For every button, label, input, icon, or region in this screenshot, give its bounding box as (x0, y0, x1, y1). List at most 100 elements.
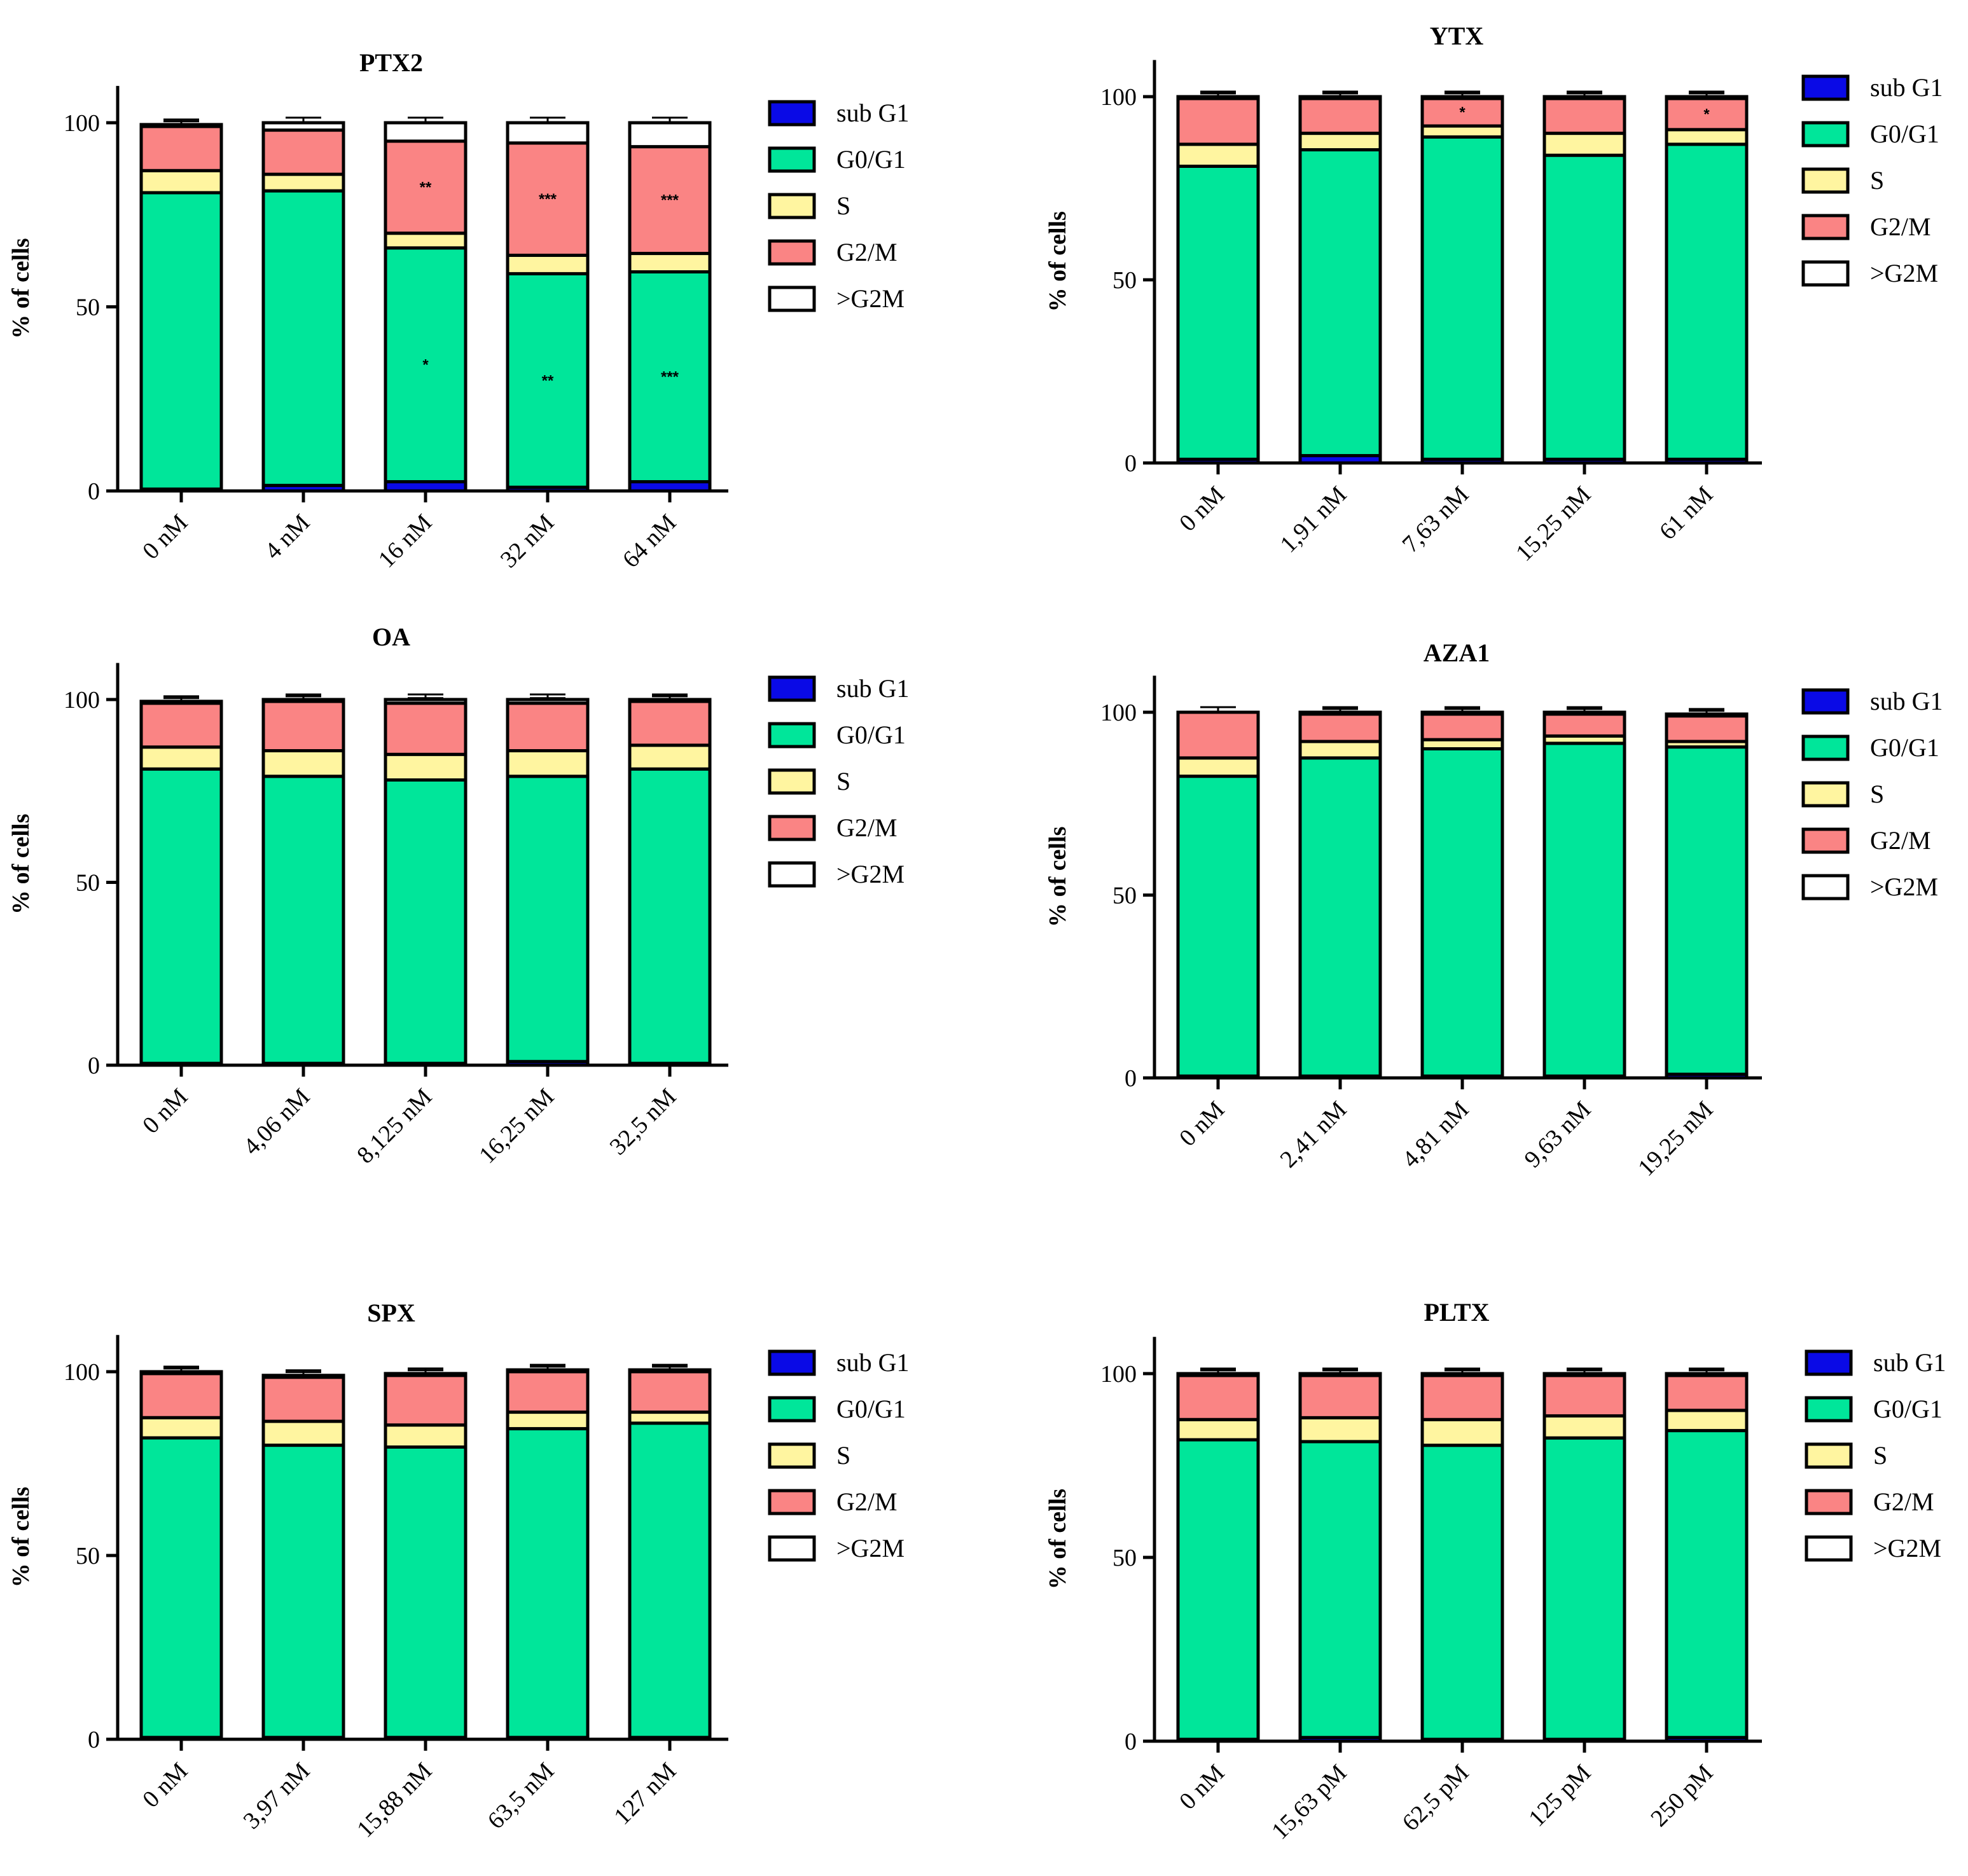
legend-swatch-s (768, 1442, 816, 1469)
error-bar (1322, 706, 1358, 712)
legend-label: G0/G1 (836, 721, 906, 749)
bar-segment-g2-m (1665, 714, 1749, 743)
bar-segment-g0-g1 (384, 778, 468, 1065)
legend: sub G1 G0/G1 S G2/M >G2M (768, 1348, 909, 1562)
bar-segment-g2m (1420, 95, 1504, 100)
legend-label: G0/G1 (836, 1395, 906, 1423)
legend-label: >G2M (836, 860, 904, 888)
significance-mark: * (422, 357, 429, 374)
bar-segment-g2-m (384, 139, 468, 235)
error-bar (530, 116, 565, 123)
significance-mark: * (1459, 104, 1466, 121)
bar-4-nm (261, 116, 345, 493)
legend-swatch-g2m (768, 861, 816, 888)
bar-0-nm (139, 118, 223, 493)
bar-0-nm (1176, 706, 1260, 1080)
legend-swatch-s (768, 193, 816, 219)
bar-segment-g0-g1 (1542, 741, 1626, 1078)
bar-segment-g2m (1542, 95, 1626, 100)
x-tick-label: 62,5 pM (1397, 1760, 1474, 1837)
bar-segment-g0-g1 (1420, 135, 1504, 461)
y-tick-label: 50 (1112, 883, 1137, 909)
error-bar (163, 1365, 199, 1372)
x-tick-label: 0 nM (1174, 1096, 1230, 1152)
bar-segment-g0-g1 (1298, 756, 1382, 1078)
bar-segment-g2m (1298, 1372, 1382, 1377)
bar-segment-s (1176, 142, 1260, 168)
bar-segment-g0-g1 (1176, 775, 1260, 1078)
bar-segment-s (506, 253, 590, 275)
bar-segment-g0-g1 (1665, 1429, 1749, 1739)
bar-segment-g2m (384, 698, 468, 705)
bar-segment-g0-g1 (628, 767, 712, 1065)
bar-segment-g0-g1 (139, 191, 223, 491)
bar-segment-g2m (1665, 95, 1749, 100)
y-tick-label: 0 (88, 1052, 100, 1079)
legend-label: sub G1 (1870, 73, 1943, 102)
bar-19-25-nm (1665, 708, 1749, 1080)
bar-segment-s (384, 231, 468, 250)
bar-segment-g2m (1176, 95, 1260, 100)
bar-segment-s (1542, 1414, 1626, 1440)
legend-label: >G2M (836, 284, 904, 313)
bar-segment-g2-m (506, 701, 590, 752)
chart-title: YTX (1430, 22, 1484, 50)
chart-title: SPX (367, 1299, 415, 1327)
bar-segment-g2-m (261, 1376, 345, 1423)
x-tick-label: 61 nM (1654, 481, 1719, 546)
bar-segment-s (628, 1410, 712, 1425)
chart-oa: OA % of cells 0 50 100 0 nM 4,06 nM 8,125 nM 16,… (8, 623, 909, 1169)
x-tick-label: 15,88 nM (352, 1758, 437, 1843)
legend-label: S (1873, 1441, 1887, 1470)
bar-segment-g2-m (506, 141, 590, 257)
bar-segment-g2-m (1298, 712, 1382, 743)
legend: sub G1 G0/G1 S G2/M >G2M (1805, 1348, 1946, 1562)
legend-swatch-g0-g1 (768, 722, 816, 748)
bar-2-41-nm (1298, 706, 1382, 1080)
bar-segment-g0-g1 (1176, 1438, 1260, 1741)
legend-swatch-g2-m (1801, 214, 1850, 240)
legend-label: sub G1 (1873, 1348, 1946, 1377)
bar-segment-g2-m (384, 701, 468, 756)
x-tick-label: 0 nM (1174, 481, 1230, 537)
error-bar (286, 1369, 321, 1376)
y-axis-label: % of cells (8, 1487, 34, 1587)
legend-label: sub G1 (836, 99, 909, 127)
bar-7-63-nm (1420, 90, 1504, 465)
legend: sub G1 G0/G1 S G2/M >G2M (768, 99, 909, 313)
bar-4-06-nm (261, 693, 345, 1067)
error-bar (1200, 706, 1236, 712)
legend-label: S (836, 191, 850, 220)
chart-title: PTX2 (359, 48, 423, 77)
bar-segment-g0-g1 (139, 767, 223, 1065)
bar-segment-g2-m (1542, 712, 1626, 738)
x-tick-label: 125 pM (1523, 1760, 1596, 1832)
bar-segment-g2-m (261, 700, 345, 752)
legend-label: G2/M (836, 238, 897, 266)
bar-segment-g2m (139, 700, 223, 705)
error-bar (1689, 90, 1724, 97)
x-tick-label: 4,06 nM (239, 1084, 315, 1161)
y-tick-label: 50 (1112, 267, 1137, 294)
bar-segment-g2m (384, 1372, 468, 1377)
bar-segment-s (139, 745, 223, 771)
bar-segment-g2-m (1176, 710, 1260, 760)
x-tick-label: 0 nM (1174, 1760, 1230, 1815)
y-tick-label: 0 (1125, 1728, 1137, 1755)
chart-ytx: YTX % of cells 0 50 100 0 nM 1,91 nM 7,63 nM 15,… (1044, 22, 1943, 567)
y-tick-label: 100 (1100, 84, 1137, 111)
bar-segment-s (261, 1419, 345, 1447)
bar-segment-g0-g1 (139, 1436, 223, 1739)
bar-15-88-nm (384, 1367, 468, 1741)
bar-segment-s (384, 1423, 468, 1449)
error-bar (1322, 1367, 1358, 1374)
legend-swatch-g2m (768, 1535, 816, 1562)
error-bar (652, 116, 688, 123)
error-bar (1445, 1367, 1480, 1374)
bar-0-nm (139, 695, 223, 1067)
error-bar (530, 1363, 565, 1370)
bar-15-63-pm (1298, 1367, 1382, 1743)
y-tick-label: 0 (88, 1727, 100, 1753)
error-bar (1689, 708, 1724, 714)
bar-segment-s (1298, 132, 1382, 152)
